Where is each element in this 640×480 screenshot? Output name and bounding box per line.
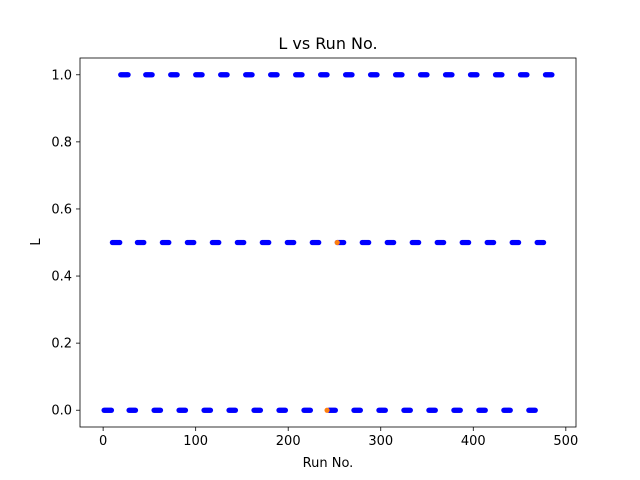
data-point-s0-g34-p7 — [516, 239, 522, 246]
data-point-s0-g7-p7 — [282, 407, 289, 413]
data-point-s0-g43-p7 — [299, 72, 305, 78]
data-point-s0-g25-p7 — [291, 239, 297, 246]
data-point-s0-g12-p7 — [407, 407, 413, 413]
data-point-s0-g33-p7 — [491, 239, 497, 246]
data-point-s0-g40-p7 — [224, 72, 230, 78]
data-point-s0-g37-p7 — [149, 72, 155, 78]
highlight-point-0 — [324, 407, 330, 413]
highlight-point-1 — [334, 239, 340, 246]
x-tick-label-1: 100 — [183, 434, 208, 449]
data-point-s0-g1-p7 — [132, 407, 139, 413]
y-axis: 0.0 0.2 0.4 0.6 0.8 1.0 — [51, 68, 80, 419]
data-point-s0-g48-p7 — [424, 72, 430, 78]
data-point-s0-g30-p7 — [416, 239, 422, 246]
data-point-s0-g6-p7 — [257, 407, 264, 413]
data-point-s0-g0-p8 — [108, 407, 115, 413]
data-point-s0-g42-p7 — [274, 72, 280, 78]
y-tick-label-2: 0.4 — [51, 270, 72, 285]
data-point-s0-g20-p7 — [166, 239, 172, 246]
data-point-s0-g53-p7 — [549, 72, 555, 78]
data-point-s0-g2-p7 — [157, 407, 164, 413]
data-point-s0-g39-p7 — [199, 72, 205, 78]
data-point-s0-g10-p7 — [357, 407, 363, 413]
data-point-s0-g14-p7 — [457, 407, 463, 413]
y-axis-label: L — [29, 238, 44, 246]
data-point-s0-g28-p7 — [366, 239, 372, 246]
x-tick-label-3: 300 — [368, 434, 393, 449]
x-tick-label-5: 500 — [553, 434, 578, 449]
data-point-s0-g13-p7 — [432, 407, 438, 413]
data-point-s0-g29-p7 — [391, 239, 397, 246]
data-point-s0-g49-p7 — [449, 72, 455, 78]
data-point-s0-g41-p7 — [249, 72, 255, 78]
data-point-s0-g8-p7 — [307, 407, 314, 413]
data-point-s0-g18-p8 — [117, 239, 123, 246]
data-point-s0-g3-p7 — [182, 407, 189, 413]
data-point-s0-g38-p7 — [174, 72, 180, 78]
data-point-s0-g52-p7 — [524, 72, 530, 78]
data-point-s0-g46-p7 — [374, 72, 380, 78]
data-point-s0-g50-p7 — [474, 72, 480, 78]
x-tick-label-0: 0 — [99, 434, 107, 449]
y-tick-label-1: 0.2 — [51, 337, 72, 352]
data-point-s0-g27-p7 — [341, 239, 347, 246]
data-point-s0-g31-p7 — [441, 239, 447, 246]
data-point-s0-g45-p7 — [349, 72, 355, 78]
plot-frame — [79, 57, 577, 428]
plot-marks — [101, 72, 555, 413]
data-point-s0-g9-p7 — [332, 407, 338, 413]
data-point-s0-g32-p7 — [466, 239, 472, 246]
data-point-s0-g44-p7 — [324, 72, 330, 78]
data-point-s0-g36-p8 — [125, 72, 131, 78]
data-point-s0-g47-p7 — [399, 72, 405, 78]
y-tick-label-0: 0.0 — [51, 404, 72, 419]
data-point-s0-g15-p7 — [482, 407, 488, 413]
data-point-s0-g22-p7 — [216, 239, 222, 246]
data-point-s0-g51-p7 — [499, 72, 505, 78]
data-point-s0-g16-p7 — [507, 407, 513, 413]
x-axis-label: Run No. — [303, 456, 354, 471]
data-point-s0-g21-p7 — [191, 239, 197, 246]
data-point-s0-g11-p7 — [382, 407, 388, 413]
data-point-s0-g23-p7 — [241, 239, 247, 246]
y-tick-label-5: 1.0 — [51, 68, 72, 83]
y-tick-label-4: 0.8 — [51, 135, 72, 150]
data-point-s0-g5-p7 — [232, 407, 239, 413]
data-point-s0-g4-p7 — [207, 407, 214, 413]
data-point-s0-g26-p7 — [316, 239, 322, 246]
x-axis: 0 100 200 300 400 500 — [99, 427, 578, 449]
data-point-s0-g17-p7 — [532, 407, 538, 413]
data-point-s0-g19-p7 — [141, 239, 147, 246]
data-point-s0-g35-p7 — [541, 239, 547, 246]
x-tick-label-4: 400 — [461, 434, 486, 449]
chart-title: L vs Run No. — [278, 34, 377, 53]
y-tick-label-3: 0.6 — [51, 202, 72, 217]
x-tick-label-2: 200 — [276, 434, 301, 449]
data-point-s0-g24-p7 — [266, 239, 272, 246]
